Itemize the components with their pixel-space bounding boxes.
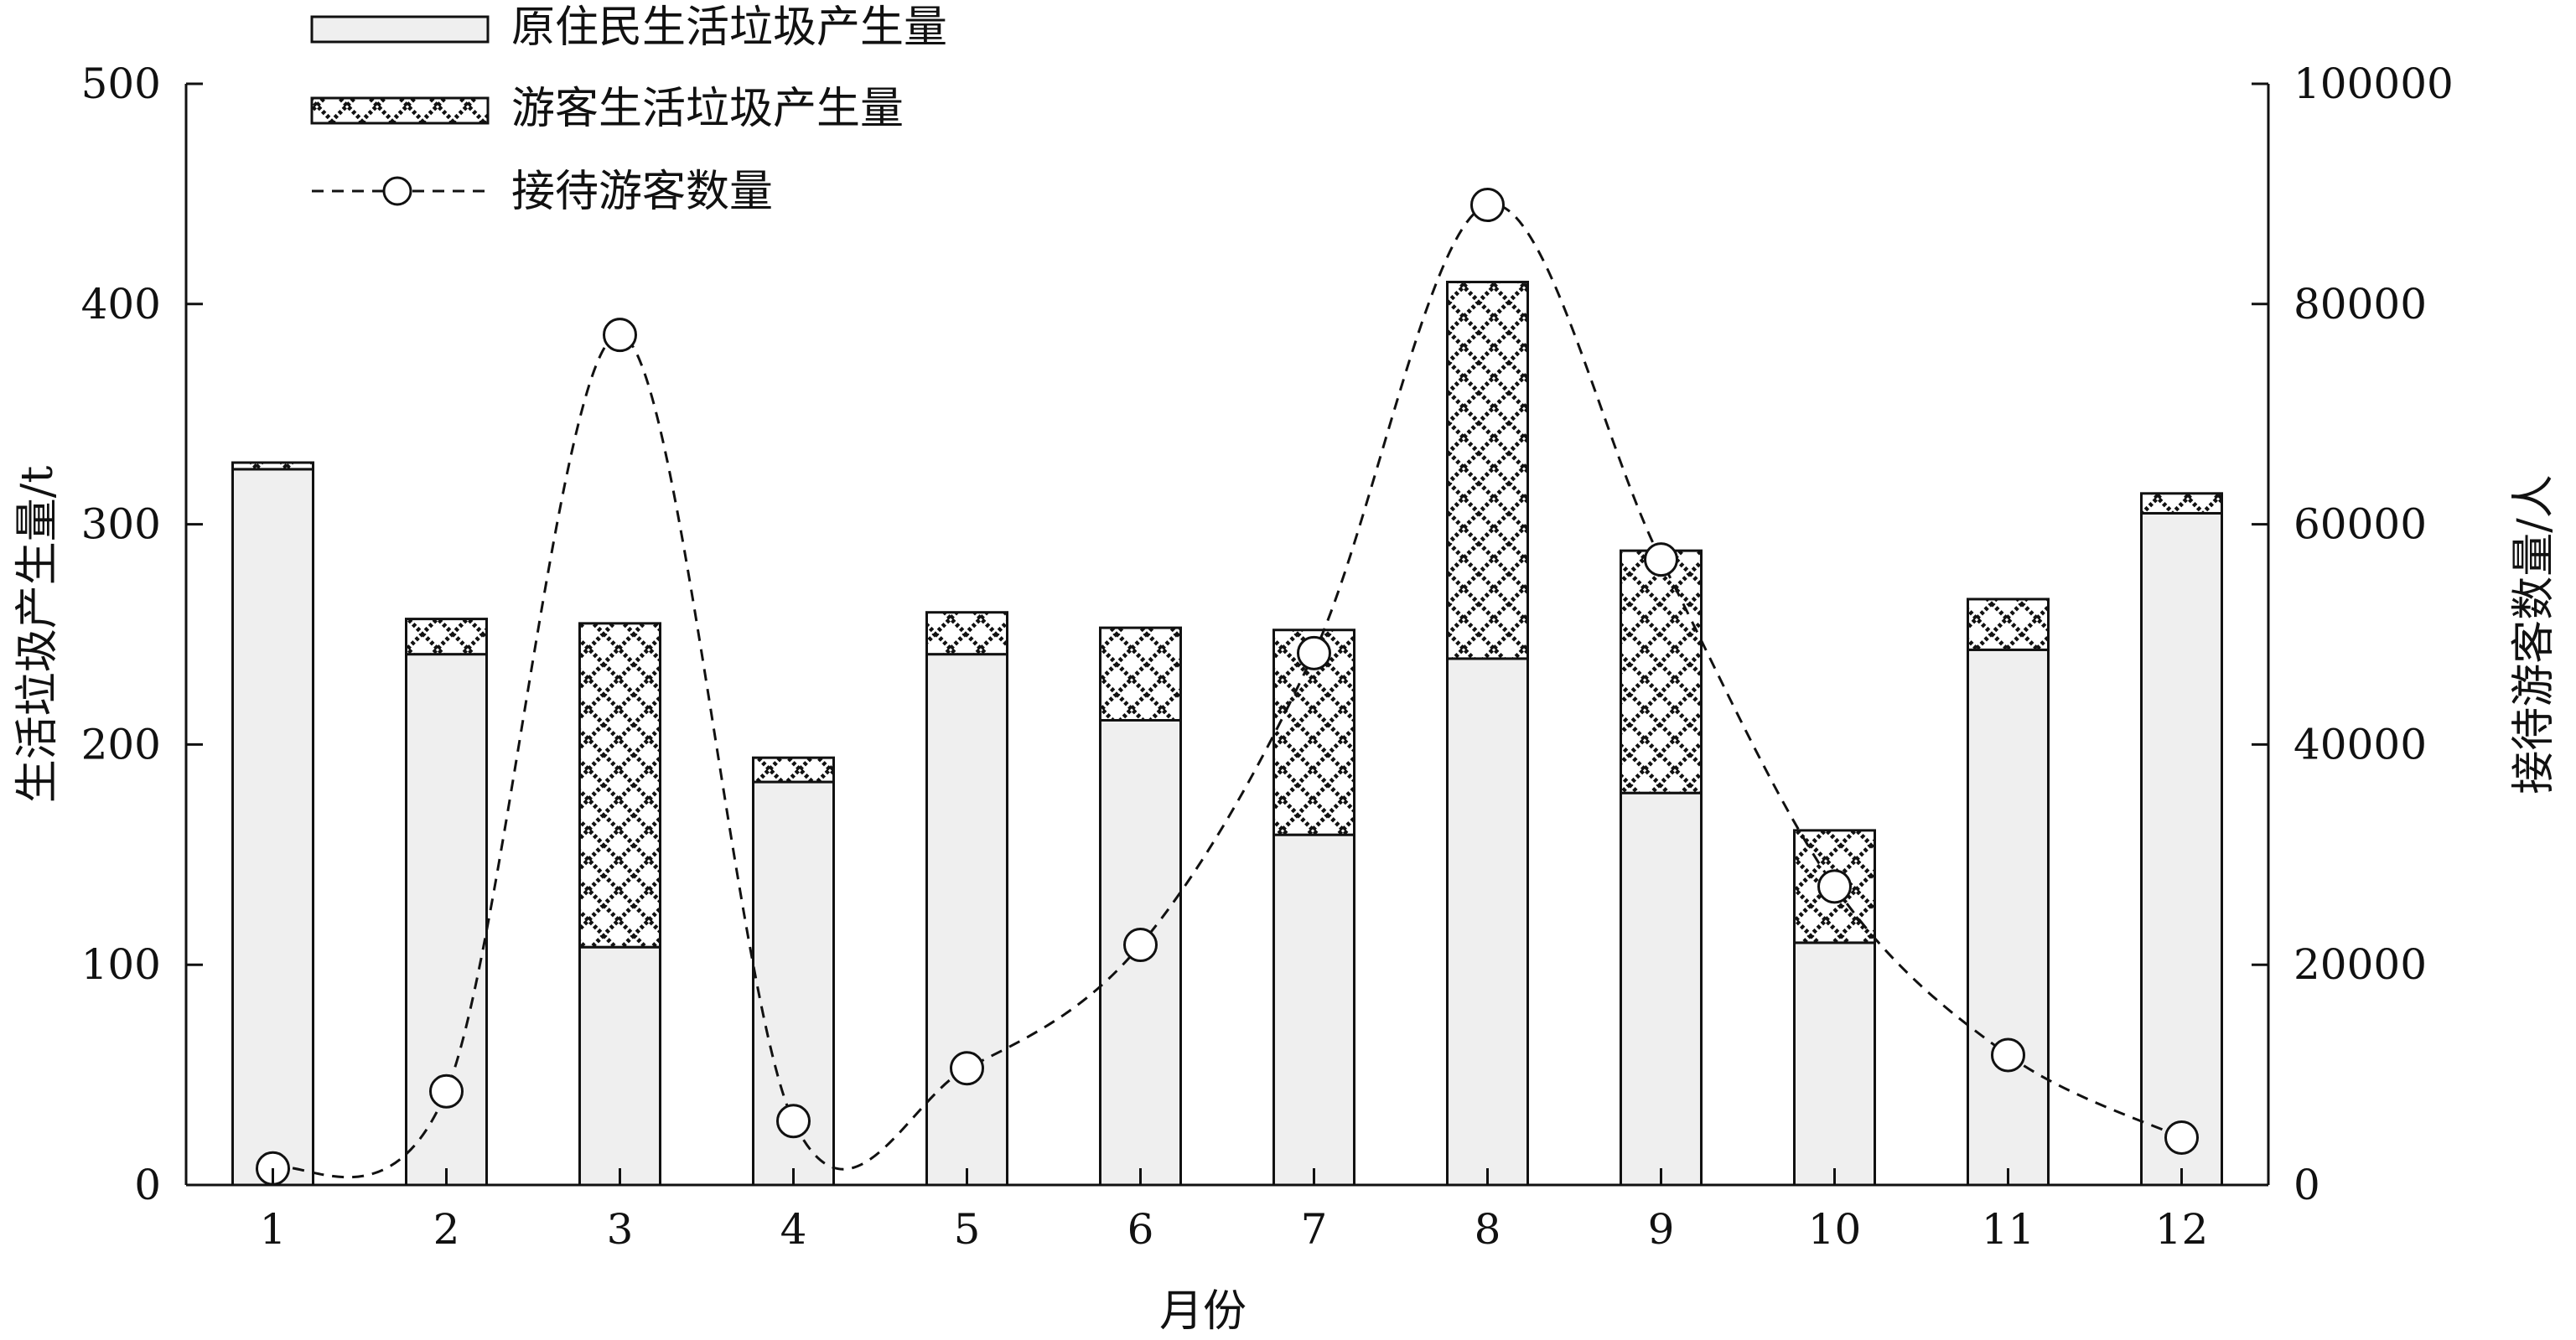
bar-resident-11 [1967,648,2050,1187]
visitor-point-9 [1644,542,1678,577]
bar-resident-9 [1620,791,1703,1187]
bar-resident-3 [578,945,661,1187]
visitor-point-10 [1817,869,1852,904]
visitor-point-3 [603,318,637,353]
y-tick-label: 200 [81,720,161,768]
y-tick-label: 100 [81,940,161,989]
y2-tick-label: 0 [2294,1161,2320,1209]
x-tick-label: 3 [607,1205,634,1254]
bar-tourist-8 [1446,281,1529,660]
axes [184,84,2270,1187]
visitor-point-2 [429,1074,464,1109]
legend-label-tourist: 游客生活垃圾产生量 [511,84,904,134]
bar-tourist-12 [2140,492,2223,515]
y2-tick-label: 20000 [2294,940,2427,989]
visitor-point-5 [950,1051,984,1086]
y2-tick-label: 60000 [2294,500,2427,549]
bar-tourist-4 [752,756,835,784]
visitor-point-4 [776,1104,811,1139]
bar-resident-12 [2140,511,2223,1187]
legend-swatch-resident [310,15,490,44]
bar-tourist-2 [405,618,488,656]
x-tick-label: 4 [780,1205,807,1254]
visitor-point-8 [1470,188,1505,223]
bar-tourist-11 [1967,598,2050,651]
x-tick-label: 11 [1982,1205,2035,1254]
bar-resident-5 [925,653,1008,1187]
x-tick-label: 7 [1301,1205,1328,1254]
y-tick-label: 300 [81,500,161,549]
y2-axis-label: 接待游客数量/人 [2509,474,2559,794]
visitor-point-7 [1297,635,1331,670]
y2-tick-label: 100000 [2294,59,2454,108]
bar-tourist-1 [231,461,314,471]
legend-swatch-visitor-marker [382,176,412,206]
bar-resident-7 [1272,833,1355,1187]
bar-resident-8 [1446,657,1529,1187]
visitor-line [272,203,2183,1179]
x-tick-label: 5 [954,1205,981,1254]
bar-layer [231,281,2223,1187]
legend-label-visitor: 接待游客数量 [511,167,773,217]
bar-resident-10 [1793,941,1876,1187]
bar-tourist-5 [925,611,1008,656]
x-tick-label: 2 [433,1205,460,1254]
legend: 原住民生活垃圾产生量 游客生活垃圾产生量 接待游客数量 [310,3,947,217]
y2-tick-label: 80000 [2294,280,2427,329]
x-tick-label: 9 [1648,1205,1675,1254]
y-axis-label: 生活垃圾产生量/t [13,466,63,804]
y-tick-label: 500 [81,59,161,108]
y2-tick-label: 40000 [2294,720,2427,768]
tick-layer: 0 100 200 300 400 500 0 20000 40000 60000 80000 100… [81,59,2454,1254]
bar-tourist-6 [1099,626,1182,722]
x-tick-label: 1 [260,1205,287,1254]
bar-resident-1 [231,468,314,1187]
bar-tourist-3 [578,622,661,949]
x-tick-label: 12 [2155,1205,2209,1254]
x-tick-label: 8 [1475,1205,1501,1254]
legend-label-resident: 原住民生活垃圾产生量 [511,3,947,53]
x-axis-label: 月份 [1159,1286,1247,1337]
visitor-point-11 [1991,1037,2025,1073]
x-tick-label: 6 [1127,1205,1154,1254]
visitor-line-layer [256,188,2199,1186]
visitor-point-12 [2164,1120,2199,1155]
x-tick-label: 10 [1808,1205,1862,1254]
bar-tourist-9 [1620,549,1703,794]
y-tick-label: 400 [81,280,161,329]
bar-tourist-7 [1272,629,1355,836]
legend-swatch-tourist [310,96,490,125]
y-tick-label: 0 [134,1161,161,1209]
visitor-point-6 [1123,928,1158,963]
